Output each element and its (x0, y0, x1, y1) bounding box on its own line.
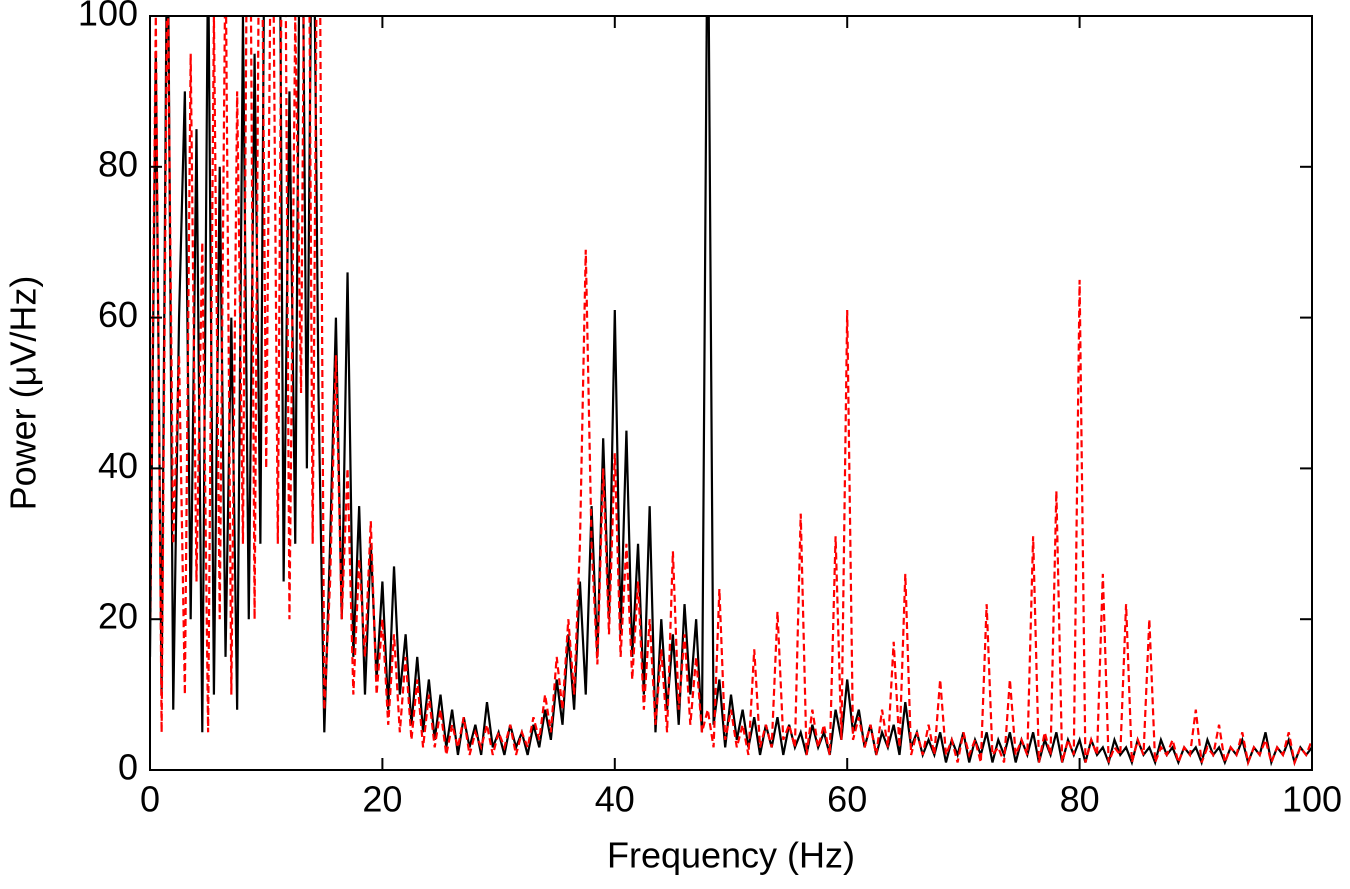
plot-frame (149, 15, 1313, 771)
plot-area (150, 16, 1312, 767)
x-tick-label: 0 (140, 779, 160, 820)
x-tick-label: 60 (827, 779, 867, 820)
y-tick-label: 100 (78, 0, 138, 34)
x-tick-label: 100 (1282, 779, 1342, 820)
series-line (150, 16, 1312, 767)
y-tick-label: 80 (98, 143, 138, 184)
y-tick-label: 0 (118, 747, 138, 788)
y-tick-label: 20 (98, 596, 138, 637)
x-tick-label: 20 (362, 779, 402, 820)
y-tick-label: 40 (98, 445, 138, 486)
series-line (150, 16, 1312, 767)
y-tick-label: 60 (98, 294, 138, 335)
y-axis-label: Power (μV/Hz) (3, 276, 44, 511)
axes: 0 20 40 60 80 100 0 20 40 60 80 100 (78, 0, 1342, 820)
x-axis-label: Frequency (Hz) (607, 835, 855, 876)
x-tick-label: 40 (595, 779, 635, 820)
x-tick-label: 80 (1060, 779, 1100, 820)
